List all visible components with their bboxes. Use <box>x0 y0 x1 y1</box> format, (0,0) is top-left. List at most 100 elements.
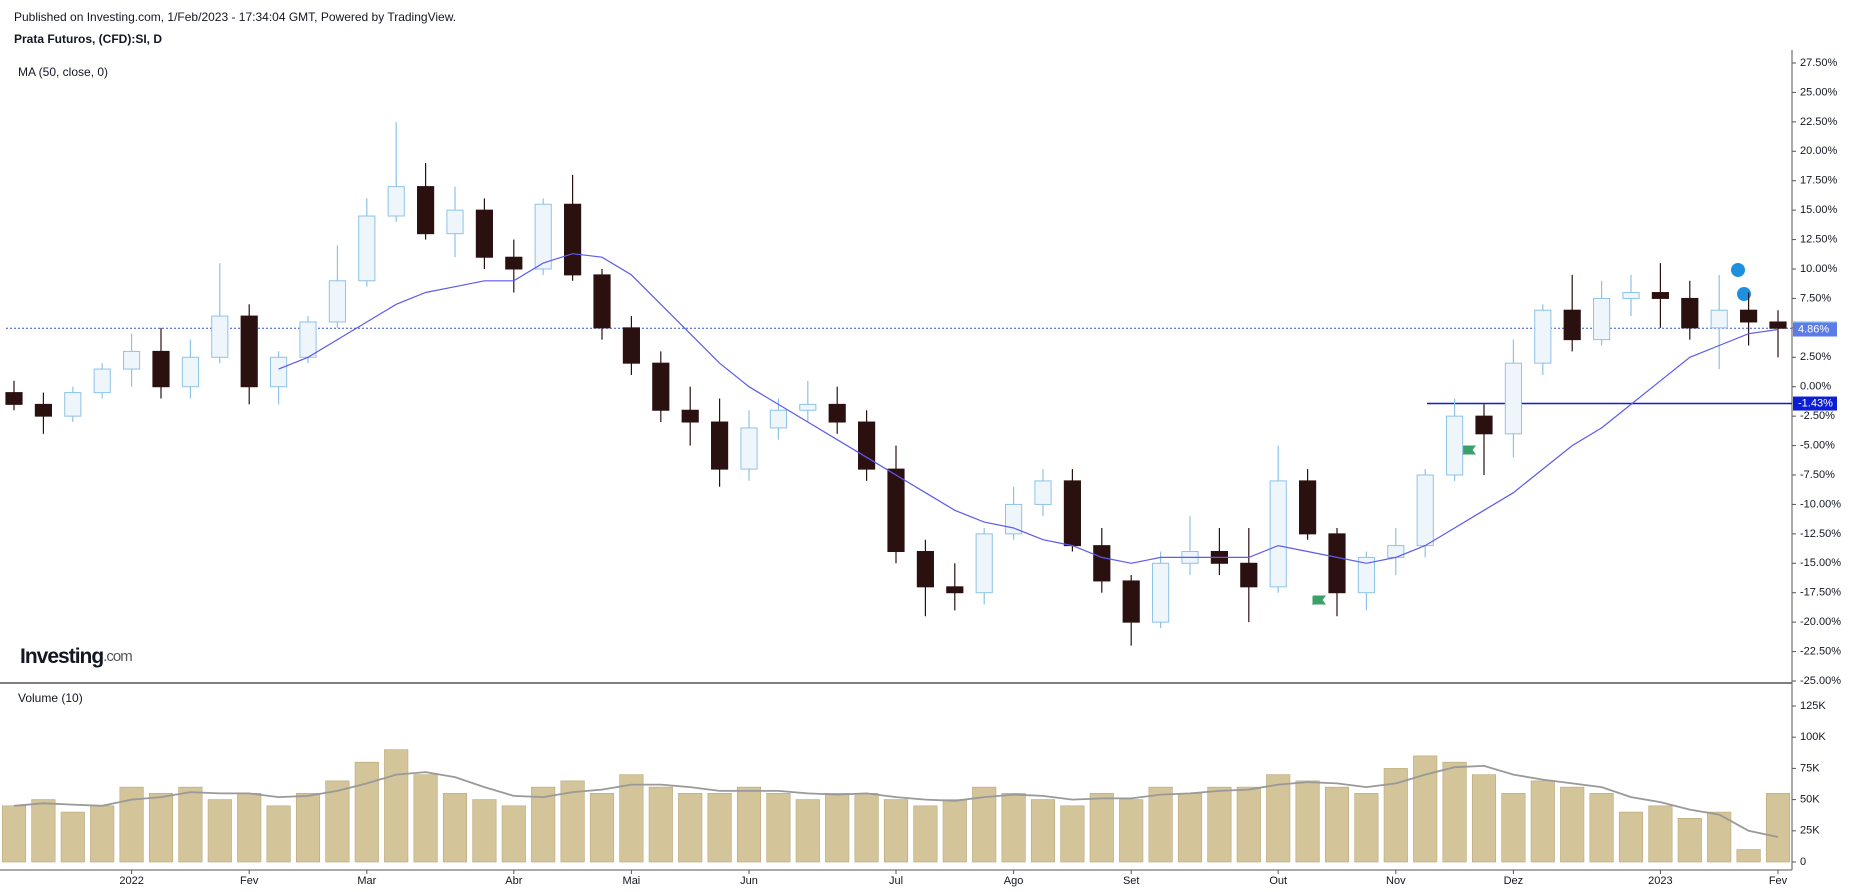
x-tick-label: Mar <box>357 875 376 887</box>
ma-line <box>278 253 1779 564</box>
volume-bar <box>1765 793 1791 863</box>
x-tick-label: Fev <box>240 875 259 887</box>
candle-body <box>1328 533 1346 594</box>
volume-bar <box>237 793 262 863</box>
x-tick-label: 2022 <box>119 875 143 887</box>
candle-body <box>387 186 405 217</box>
volume-bar <box>531 786 556 863</box>
y-tick-label: -20.00% <box>1800 616 1841 628</box>
candle-body <box>946 586 964 594</box>
volume-bar <box>1236 786 1261 863</box>
y-tick-label: 50K <box>1800 794 1820 806</box>
candle-body <box>1005 503 1023 535</box>
candle-body <box>270 356 288 388</box>
candle-body <box>299 321 317 358</box>
volume-bar <box>31 799 56 863</box>
y-tick-label: -15.00% <box>1800 557 1841 569</box>
x-tick-label: Abr <box>505 875 522 887</box>
volume-bar <box>1442 761 1467 863</box>
flag <box>1462 445 1476 455</box>
candle-body <box>211 315 229 358</box>
y-tick-label: 20.00% <box>1800 145 1838 157</box>
volume-bar <box>413 774 438 863</box>
volume-bar <box>354 761 379 863</box>
candle-body <box>858 421 876 470</box>
volume-bar <box>1266 774 1291 863</box>
volume-bar <box>90 805 115 863</box>
volume-bar <box>1207 786 1232 863</box>
volume-bar <box>1177 793 1203 863</box>
volume-bar <box>1148 786 1173 863</box>
candle-body <box>417 186 435 235</box>
x-tick-label: 2023 <box>1648 875 1672 887</box>
candle-body <box>5 392 23 405</box>
event-icon[interactable] <box>1737 287 1751 301</box>
price-marker <box>1793 322 1837 337</box>
volume-bar <box>1530 780 1555 863</box>
candle-body <box>1416 474 1434 547</box>
candle-body <box>740 427 758 470</box>
candle-body <box>181 356 199 388</box>
candle-body <box>681 409 699 423</box>
y-tick-label: -5.00% <box>1800 439 1835 451</box>
volume-bar <box>1560 786 1585 863</box>
x-tick-label: Out <box>1269 875 1287 887</box>
flag <box>1312 595 1326 605</box>
candle-body <box>358 215 376 282</box>
candle-body <box>564 203 582 276</box>
volume-bar <box>119 786 144 863</box>
y-tick-label: 75K <box>1800 762 1820 774</box>
volume-bar <box>1413 755 1438 863</box>
volume-bar <box>1030 799 1056 863</box>
candle-body <box>152 350 170 388</box>
candle-body <box>64 392 82 417</box>
candle-body <box>475 209 493 258</box>
y-tick-label: 25K <box>1800 825 1820 837</box>
candle-body <box>711 421 729 470</box>
candle-body <box>1299 480 1317 535</box>
candle-body <box>1269 480 1287 588</box>
candle-body <box>1475 415 1493 435</box>
volume-bar <box>942 799 967 863</box>
volume-bar <box>589 793 615 863</box>
volume-bar <box>1501 793 1526 863</box>
volume-bar <box>1589 793 1614 863</box>
y-tick-label: 10.00% <box>1800 263 1838 275</box>
candle-body <box>1740 309 1758 323</box>
logo-main: Investing <box>20 645 103 668</box>
volume-bar <box>678 793 703 863</box>
x-tick-label: Dez <box>1504 875 1524 887</box>
y-tick-label: -12.50% <box>1800 528 1841 540</box>
volume-bar <box>472 799 497 863</box>
y-tick-label: -25.00% <box>1800 675 1841 687</box>
candle-body <box>1769 321 1787 329</box>
y-tick-label: -22.50% <box>1800 645 1841 657</box>
volume-bar <box>560 780 585 863</box>
volume-bar <box>384 749 409 863</box>
published-note: Published on Investing.com, 1/Feb/2023 -… <box>14 10 456 24</box>
y-tick-label: 125K <box>1800 700 1826 712</box>
candle-body <box>1593 297 1611 341</box>
volume-bar <box>178 786 203 863</box>
candle-body <box>916 551 934 588</box>
y-tick-label: 27.50% <box>1800 57 1838 69</box>
volume-bar <box>1 805 27 863</box>
x-tick-label: Jul <box>889 875 903 887</box>
x-tick-label: Mai <box>623 875 641 887</box>
volume-bar <box>972 786 997 863</box>
y-tick-label: 17.50% <box>1800 175 1838 187</box>
y-tick-label: 2.50% <box>1800 351 1831 363</box>
volume-bar <box>207 799 232 863</box>
volume-bar <box>295 793 321 863</box>
candle-body <box>799 403 817 411</box>
ma-legend: MA (50, close, 0) <box>18 65 108 79</box>
y-tick-label: 22.50% <box>1800 116 1838 128</box>
y-tick-label: 25.00% <box>1800 86 1838 98</box>
candle-body <box>1651 292 1669 299</box>
volume-bar <box>619 774 644 863</box>
event-icon[interactable] <box>1731 263 1745 277</box>
y-tick-label: -10.00% <box>1800 498 1841 510</box>
volume-bar <box>825 793 850 863</box>
candle-body <box>1563 309 1581 341</box>
